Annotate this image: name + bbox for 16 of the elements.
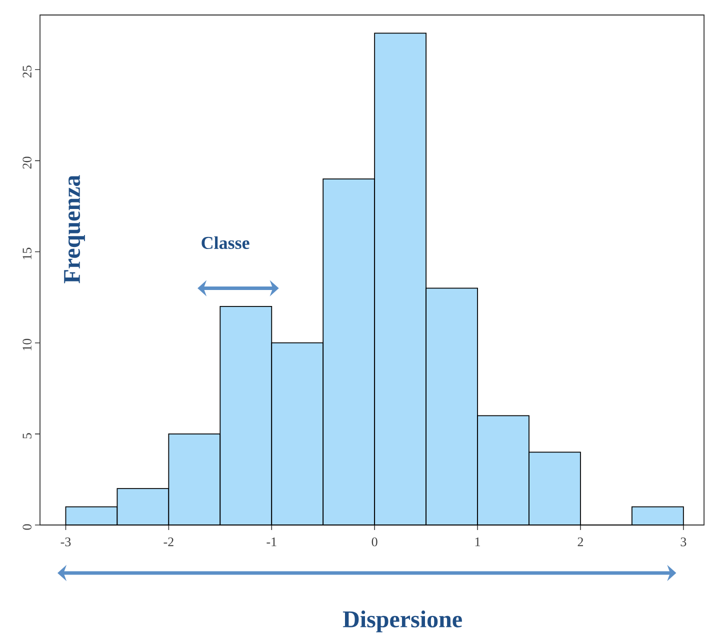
annotation: Classe <box>202 236 250 250</box>
x-tick-label: -1 <box>266 538 276 546</box>
x-tick-label: 3 <box>680 538 686 546</box>
x-tick-label: 2 <box>578 538 584 546</box>
y-tick-label: 25 <box>22 66 32 78</box>
x-tick-label: -2 <box>164 538 174 546</box>
x-tick-label: -3 <box>60 538 71 546</box>
y-tick-label: 20 <box>22 156 32 169</box>
y-tick-label: 5 <box>22 433 32 438</box>
y-axis-title: Frequenza <box>64 175 85 284</box>
y-tick-label: 10 <box>22 338 32 350</box>
y-tick-label: 0 <box>22 524 32 530</box>
y-tick-label: 15 <box>22 248 32 260</box>
x-tick-label: 1 <box>475 538 480 546</box>
x-axis-title: Dispersione <box>342 610 462 632</box>
x-tick-label: 0 <box>372 538 378 546</box>
